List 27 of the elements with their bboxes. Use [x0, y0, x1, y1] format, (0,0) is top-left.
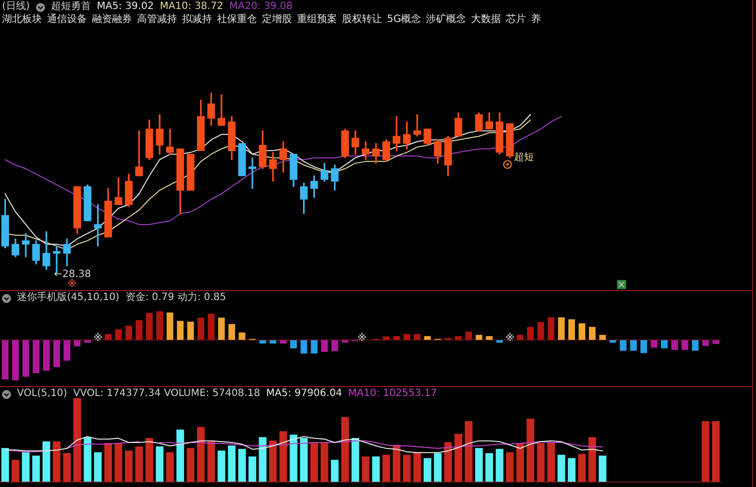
text: 重组预案	[297, 14, 337, 26]
chart-title: (日线)	[2, 1, 30, 13]
annotation: ←28.38	[54, 269, 92, 281]
chart-subtitle: VVOL: 174377.34 VOLUME: 57408.18	[73, 388, 260, 400]
text: 股权转让	[342, 14, 382, 26]
text: 湖北板块	[2, 14, 42, 26]
text: 养	[531, 14, 542, 26]
text: 通信设备	[47, 14, 87, 26]
annotation: 超短	[514, 152, 534, 164]
chart-title: 迷你手机版(45,10,10)	[17, 292, 120, 304]
chart-title: VOL(5,10)	[17, 388, 68, 400]
chart-subtitle: 超短勇首	[50, 1, 91, 13]
text: MA5: 97906.04	[266, 388, 342, 400]
text: 高管减持	[137, 14, 177, 26]
text: MA20: 39.08	[229, 1, 293, 13]
text: 芯片	[506, 14, 526, 26]
text: MA10: 102553.17	[348, 388, 437, 400]
chart-subtitle: 资金: 0.79 动力: 0.85	[125, 292, 226, 304]
text: MA5: 39.02	[96, 1, 154, 13]
text: 融资融券	[92, 14, 132, 26]
text: 定增股	[262, 14, 292, 26]
text: 涉矿概念	[426, 14, 466, 26]
text: 5G概念	[387, 14, 422, 26]
text: MA10: 38.72	[160, 1, 224, 13]
text: 拟减持	[182, 14, 212, 26]
text: 社保重仓	[217, 14, 257, 26]
text: 大数据	[471, 14, 502, 26]
